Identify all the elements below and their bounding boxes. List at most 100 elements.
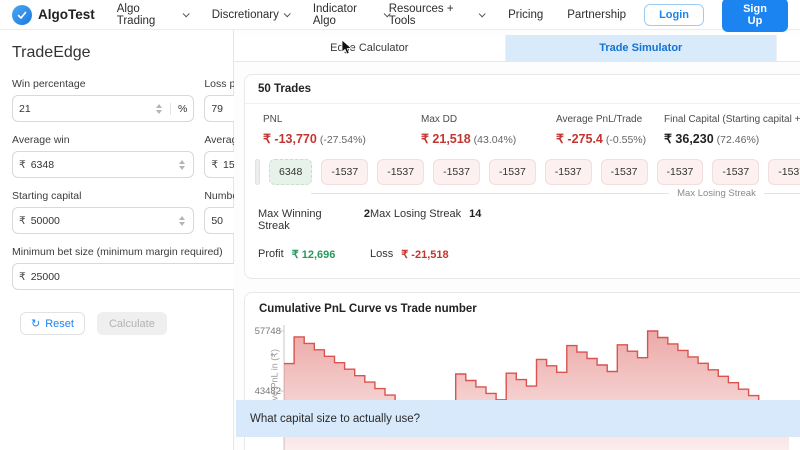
input-win-percentage[interactable]: % <box>12 95 195 122</box>
banner-text: What capital size to actually use? <box>250 412 421 425</box>
login-button[interactable]: Login <box>644 3 704 26</box>
stat-percentage: (-27.54%) <box>319 134 366 146</box>
nav-item-label: Indicator Algo <box>312 2 357 27</box>
stat-percentage: (-0.55%) <box>605 134 647 146</box>
ytick-top: 57748 <box>255 326 281 337</box>
profit-stat: Profit ₹ 12,696 <box>258 248 336 261</box>
stats-row: PNL ₹ -13,770 (-27.54%) Max DD ₹ 21,518 (43.0… <box>245 104 800 150</box>
main-nav: Algo Trading Discretionary Indicator Algo <box>116 2 391 27</box>
nav-item-discretionary[interactable]: Discretionary <box>211 8 291 21</box>
page-title: TradeEdge <box>12 44 91 61</box>
max-winning-streak: Max Winning Streak 2 <box>258 208 370 232</box>
algotest-logo-icon <box>12 4 32 25</box>
calculate-button[interactable]: Calculate <box>96 312 167 335</box>
tradeedge-sidebar: TradeEdge Win percentage%Loss percentage… <box>0 30 387 450</box>
stat-final-capital-starting-capital-total-pnl-: Final Capital (Starting capital + Total … <box>664 114 800 146</box>
stat-max-dd: Max DD ₹ 21,518 (43.04%) <box>421 114 556 146</box>
stat-amount: ₹ 36,230 <box>664 132 714 146</box>
rupee-prefix: ₹ <box>19 158 26 171</box>
stepper-icon[interactable] <box>177 215 187 226</box>
trade-chip-clipped <box>255 158 260 185</box>
stat-value: ₹ 21,518 (43.04%) <box>421 131 556 146</box>
trade-chip-loss: -1537 <box>656 158 704 185</box>
stat-label: Final Capital (Starting capital + Total … <box>664 114 800 125</box>
rupee-prefix: ₹ <box>19 270 26 283</box>
stepper-icon[interactable] <box>177 159 187 170</box>
stat-label: Average PnL/Trade <box>556 114 643 125</box>
rupee-prefix: ₹ <box>211 158 219 171</box>
nav-item-indicator-algo[interactable]: Indicator Algo <box>312 2 391 27</box>
trade-chip-loss: -1537 <box>768 158 800 185</box>
chevron-down-icon <box>283 10 291 18</box>
percent-suffix: % <box>170 102 187 115</box>
trade-simulator-card: 50 Trades PNL ₹ -13,770 (-27.54%) Max DD ₹ 2… <box>244 74 800 279</box>
losing-streak-annotation-label: Max Losing Streak <box>677 188 756 199</box>
stat-value: ₹ 36,230 (72.46%) <box>664 131 800 146</box>
signup-button[interactable]: Sign Up <box>722 0 788 32</box>
win-percentage-input[interactable] <box>19 102 154 115</box>
loss-stat: Loss ₹ -21,518 <box>370 248 449 261</box>
reset-icon: ↻ <box>31 318 41 330</box>
trade-chip-loss: -1537 <box>600 158 648 185</box>
nav-item-partnership[interactable]: Partnership <box>567 9 626 21</box>
nav-item-label: Pricing <box>508 8 544 21</box>
mouse-cursor-icon <box>341 40 353 55</box>
stat-percentage: (43.04%) <box>473 134 517 146</box>
trades-card-title: 50 Trades <box>245 75 800 104</box>
profit-value: ₹ 12,696 <box>291 248 336 261</box>
stepper-icon[interactable] <box>154 103 164 114</box>
stat-label: Max DD <box>421 114 458 125</box>
chevron-down-icon <box>479 10 486 18</box>
input-average-win[interactable]: ₹ <box>12 151 195 178</box>
field-average-win: Average win ₹ <box>12 134 195 178</box>
tab-trade-simulator[interactable]: Trade Simulator <box>505 35 778 61</box>
nav-item-label: Discretionary <box>211 8 279 21</box>
stat-pnl: PNL ₹ -13,770 (-27.54%) <box>263 114 421 146</box>
losing-streak-annotation: Max Losing Streak <box>311 188 800 199</box>
max-losing-streak: Max Losing Streak 14 <box>370 208 481 232</box>
brand[interactable]: AlgoTest <box>12 4 95 25</box>
trade-chip-loss: -1537 <box>544 158 592 185</box>
chevron-down-icon <box>182 10 190 18</box>
trade-chip-loss: -1537 <box>488 158 536 185</box>
tab-edge-calculator[interactable]: Edge Calculator <box>234 35 506 61</box>
nav-item-label: Resources + Tools <box>388 2 454 27</box>
trade-chip-loss: -1537 <box>321 158 369 185</box>
nav-item-resources-tools[interactable]: Resources + Tools <box>388 2 486 27</box>
nav-item-algo-trading[interactable]: Algo Trading <box>116 2 190 27</box>
rupee-prefix: ₹ <box>19 214 26 227</box>
reset-label: Reset <box>45 317 74 330</box>
stat-label: PNL <box>263 114 283 125</box>
kelly-promo-banner: What capital size to actually use? Try K… <box>236 400 800 437</box>
field-starting-capital: Starting capital ₹ <box>12 190 195 234</box>
field-label-win-percentage: Win percentage <box>12 78 86 90</box>
trade-chip-win: 6348 <box>269 158 313 185</box>
max-winning-streak-value: 2 <box>363 208 370 220</box>
field-label-starting-capital: Starting capital <box>12 190 82 202</box>
top-navbar: AlgoTest Algo Trading Discretionary Indica… <box>0 0 800 32</box>
reset-button[interactable]: ↻ Reset <box>20 312 85 335</box>
secondary-nav: Resources + Tools Pricing Partnership <box>389 3 626 27</box>
nav-item-label: Algo Trading <box>116 2 156 27</box>
starting-capital-input[interactable] <box>30 214 178 227</box>
field-label-minimum-bet-size: Minimum bet size (minimum margin require… <box>12 246 223 258</box>
field-win-percentage: Win percentage% <box>12 78 195 122</box>
nav-item-label: Partnership <box>567 8 627 21</box>
tab-kelly-criterion[interactable]: Kelly Criterion <box>777 35 800 61</box>
trade-chip-loss: -1537 <box>377 158 425 185</box>
input-starting-capital[interactable]: ₹ <box>12 207 195 234</box>
loss-value: ₹ -21,518 <box>401 248 449 261</box>
brand-name: AlgoTest <box>38 7 95 22</box>
ytick-bottom: 43482 <box>255 386 281 397</box>
nav-item-pricing[interactable]: Pricing <box>508 9 543 21</box>
stat-amount: ₹ -13,770 <box>263 132 317 146</box>
stat-value: ₹ -275.4 (-0.55%) <box>556 131 664 146</box>
max-losing-streak-value: 14 <box>469 208 482 220</box>
stat-amount: ₹ -275.4 <box>556 132 603 146</box>
average-win-input[interactable] <box>30 158 178 171</box>
trade-chips-row[interactable]: 6348 -1537 -1537 -1537 -1537 -1537 -1537 -1537-… <box>255 158 800 185</box>
trade-chip-loss: -1537 <box>433 158 480 185</box>
stat-average-pnl-trade: Average PnL/Trade ₹ -275.4 (-0.55%) <box>556 114 664 146</box>
